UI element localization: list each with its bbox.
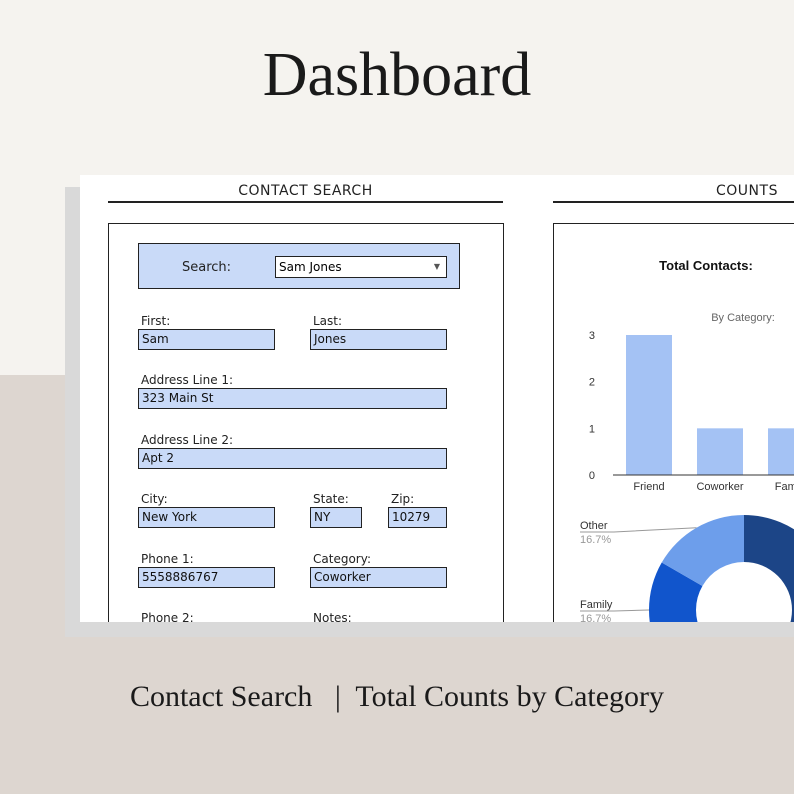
caption: Contact Search | Total Counts by Categor…	[129, 680, 665, 713]
slice-label: Family	[580, 599, 613, 611]
search-value: Sam Jones	[279, 260, 342, 274]
x-tick-label: Coworker	[696, 481, 743, 493]
field-input[interactable]: Jones	[310, 329, 447, 350]
field-label: Address Line 2:	[141, 433, 234, 447]
page-title: Dashboard	[262, 41, 532, 109]
heading-rule	[553, 201, 794, 203]
field-label: State:	[313, 492, 349, 506]
field-label: Zip:	[391, 492, 415, 506]
section-heading: CONTACT SEARCH	[238, 183, 373, 199]
slice-label: Other	[580, 520, 608, 532]
field-input[interactable]: 10279	[388, 507, 447, 528]
field-label: Address Line 1:	[141, 373, 234, 387]
field-label: Phone 2:	[141, 611, 194, 622]
field-input[interactable]: New York	[138, 507, 275, 528]
leader-line	[580, 527, 697, 533]
y-tick-label: 1	[589, 423, 595, 435]
leader-line	[580, 609, 650, 612]
search-dropdown[interactable]: Sam Jones ▼	[275, 256, 447, 278]
x-tick-label: Friend	[633, 481, 664, 493]
chart-subtitle: By Category:	[711, 312, 775, 324]
field-input[interactable]: NY	[310, 507, 362, 528]
field-label: First:	[141, 314, 171, 328]
field-input[interactable]: Apt 2	[138, 448, 447, 469]
bar	[768, 428, 794, 475]
bar	[697, 428, 743, 475]
x-tick-label: Family	[775, 481, 794, 493]
slice-value-label: 16.7%	[580, 613, 611, 622]
pie-slice	[744, 515, 794, 622]
pie-slice	[661, 515, 744, 586]
y-tick-label: 0	[589, 470, 595, 482]
field-label: Phone 1:	[141, 552, 194, 566]
chart-box	[553, 223, 794, 622]
chart-title: Total Contacts:	[659, 258, 753, 273]
field-input[interactable]: 5558886767	[138, 567, 275, 588]
heading-rule	[108, 201, 503, 203]
field-input[interactable]: Coworker	[310, 567, 447, 588]
dropdown-arrow: ▼	[433, 262, 440, 271]
y-tick-label: 3	[589, 330, 595, 342]
y-tick-label: 2	[589, 377, 595, 389]
field-label: Notes:	[313, 611, 352, 622]
field-input[interactable]: 323 Main St	[138, 388, 447, 409]
slice-value-label: 16.7%	[580, 534, 611, 546]
field-label: Last:	[313, 314, 343, 328]
bar	[626, 335, 672, 475]
field-input[interactable]: Sam	[138, 329, 275, 350]
field-label: City:	[141, 492, 168, 506]
search-label: Search:	[182, 260, 232, 275]
form-box	[108, 223, 504, 622]
field-label: Category:	[313, 552, 371, 566]
section-heading: COUNTS	[716, 183, 778, 199]
charts: Total Contacts: By Category: 0 1 2 3 Friend Cow…	[580, 258, 794, 622]
pie-slice	[649, 562, 703, 622]
